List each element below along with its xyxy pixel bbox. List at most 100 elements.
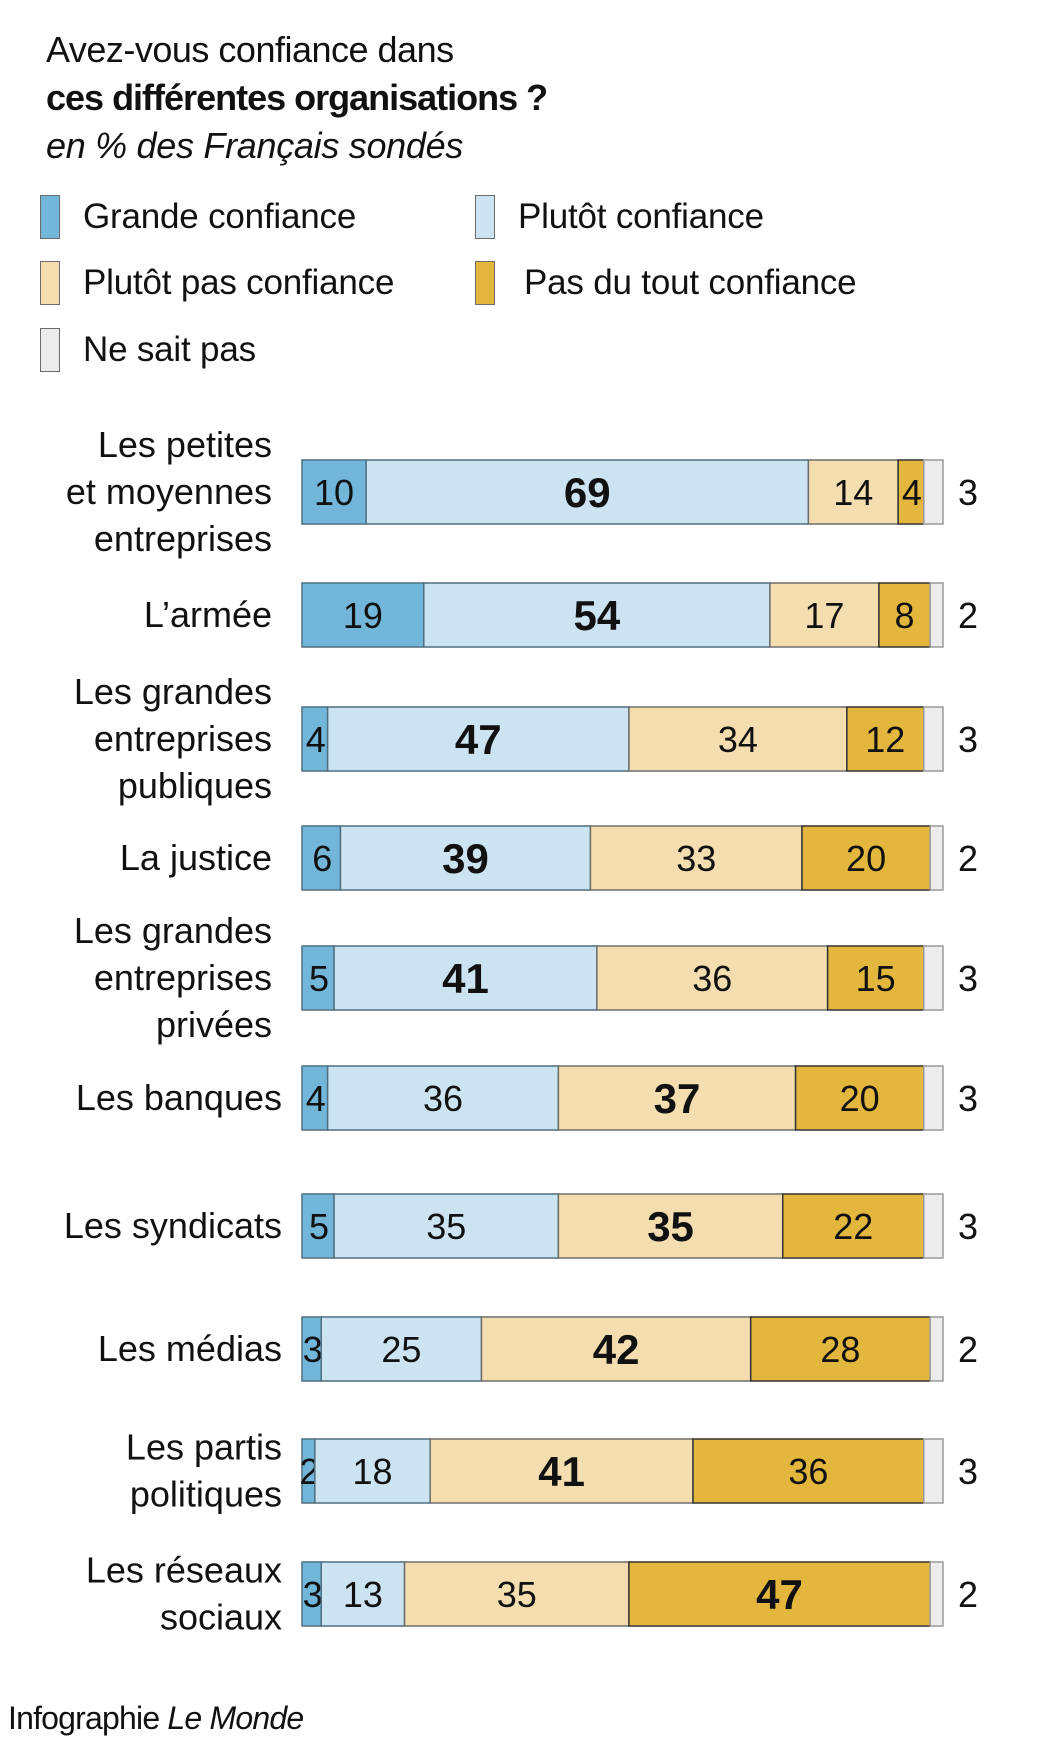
bar-segment-plutot [314, 1438, 431, 1504]
category-label: sociaux [160, 1597, 282, 1638]
bar-segment-pas-du-tout [826, 945, 925, 1011]
credit-brand: Le Monde [167, 1700, 304, 1736]
category-label: publiques [118, 765, 272, 806]
bar-row: L’armée 19 54 17 8 2 [144, 582, 978, 648]
legend-label: Plutôt pas confiance [83, 263, 395, 302]
value-label: 34 [718, 719, 758, 760]
bar-segment-pas-du-tout [846, 706, 925, 772]
value-label: 6 [312, 838, 332, 879]
bar-segment-plutot-pas [480, 1316, 752, 1382]
category-label: Les petites [98, 424, 272, 465]
bar-row: La justice 6 39 33 20 2 [120, 825, 978, 891]
value-label-ne-sait-pas: 2 [958, 1329, 978, 1370]
value-label: 47 [756, 1571, 803, 1618]
value-label-ne-sait-pas: 3 [958, 1078, 978, 1119]
value-label: 5 [309, 958, 329, 999]
bar-segment-grande [301, 1193, 335, 1259]
bar-segment-grande [301, 459, 367, 525]
category-label: entreprises [94, 718, 272, 759]
bar-row: Les grandes entreprises privées 5 41 36 15 3 [74, 910, 978, 1045]
value-label: 3 [303, 1574, 323, 1615]
credit-prefix: Infographie [8, 1700, 160, 1736]
value-label: 13 [343, 1574, 383, 1615]
bar-row: Les grandes entreprises publiques 4 47 34 12 3 [74, 671, 978, 806]
bar-segment-pas-du-tout [897, 459, 925, 525]
value-label: 19 [343, 595, 383, 636]
value-label: 69 [564, 469, 611, 516]
bar-segment-grande [301, 582, 425, 648]
category-label: entreprises [94, 957, 272, 998]
legend-swatch-plutot-confiance [475, 195, 495, 239]
bar-segment-pas-du-tout [628, 1561, 931, 1627]
bar-segment-plutot-pas [596, 945, 829, 1011]
bar-segment-plutot [339, 825, 592, 891]
value-label: 3 [303, 1329, 323, 1370]
bar-segment-plutot [333, 1193, 560, 1259]
category-label: Les syndicats [64, 1205, 282, 1246]
chart-subtitle: en % des Français sondés [46, 125, 464, 166]
bar-segment-plutot [320, 1316, 483, 1382]
value-label: 15 [856, 958, 896, 999]
value-label: 35 [497, 1574, 537, 1615]
bar-row: Les banques 4 36 37 20 3 [76, 1065, 978, 1131]
legend-label: Pas du tout confiance [524, 263, 857, 302]
value-label: 35 [426, 1206, 466, 1247]
legend-item-plutot-pas-confiance: Plutôt pas confiance [40, 260, 394, 306]
category-label: politiques [130, 1474, 282, 1515]
bar-segment-ne-sait-pas [929, 1561, 944, 1627]
category-label: La justice [120, 837, 272, 878]
value-label: 35 [647, 1203, 694, 1250]
bar-segment-ne-sait-pas [929, 1316, 944, 1382]
value-label-ne-sait-pas: 2 [958, 1574, 978, 1615]
bar-segment-ne-sait-pas [923, 1065, 944, 1131]
bar-segment-ne-sait-pas [923, 1438, 944, 1504]
value-label-ne-sait-pas: 3 [958, 958, 978, 999]
legend-item-ne-sait-pas: Ne sait pas [40, 327, 256, 373]
legend-label: Grande confiance [83, 197, 357, 236]
bar-segment-pas-du-tout [692, 1438, 925, 1504]
value-label: 37 [654, 1075, 701, 1122]
bar-segment-ne-sait-pas [923, 1193, 944, 1259]
category-label: Les réseaux [86, 1550, 282, 1591]
value-label-ne-sait-pas: 3 [958, 1451, 978, 1492]
value-label: 41 [442, 955, 489, 1002]
value-label: 36 [423, 1078, 463, 1119]
legend-item-grande-confiance: Grande confiance [40, 194, 356, 240]
value-label-ne-sait-pas: 3 [958, 1206, 978, 1247]
category-label: et moyennes [66, 471, 272, 512]
legend-label: Ne sait pas [83, 330, 256, 369]
category-label: Les grandes [74, 671, 272, 712]
value-label: 17 [804, 595, 844, 636]
category-label: Les partis [126, 1427, 282, 1468]
value-label: 36 [692, 958, 732, 999]
value-label: 4 [306, 1078, 326, 1119]
value-label: 28 [820, 1329, 860, 1370]
bar-segment-plutot-pas [429, 1438, 694, 1504]
bar-segment-plutot [333, 945, 598, 1011]
bar-segment-plutot [320, 1561, 406, 1627]
bar-segment-ne-sait-pas [923, 459, 944, 525]
bar-segment-plutot [326, 706, 630, 772]
bar-segment-plutot-pas [769, 582, 880, 648]
value-label: 36 [788, 1451, 828, 1492]
bar-row: Les syndicats 5 35 35 22 3 [64, 1193, 978, 1259]
bar-segment-ne-sait-pas [923, 706, 944, 772]
legend-label: Plutôt confiance [518, 197, 764, 236]
value-label: 12 [865, 719, 905, 760]
bar-segment-ne-sait-pas [929, 582, 944, 648]
bar-segment-ne-sait-pas [929, 825, 944, 891]
bar-segment-ne-sait-pas [923, 945, 944, 1011]
bar-segment-plutot [326, 1065, 560, 1131]
value-label: 10 [314, 472, 354, 513]
bar-segment-pas-du-tout [878, 582, 931, 648]
value-label: 33 [676, 838, 716, 879]
value-label: 54 [574, 592, 621, 639]
value-label: 8 [895, 595, 915, 636]
value-label: 42 [593, 1326, 640, 1373]
bar-row: Les médias 3 25 42 28 2 [98, 1316, 978, 1382]
legend-swatch-plutot-pas-confiance [40, 261, 60, 305]
value-label: 20 [846, 838, 886, 879]
legend-swatch-pas-du-tout-confiance [475, 261, 495, 305]
value-label-ne-sait-pas: 2 [958, 838, 978, 879]
value-label: 4 [306, 719, 326, 760]
